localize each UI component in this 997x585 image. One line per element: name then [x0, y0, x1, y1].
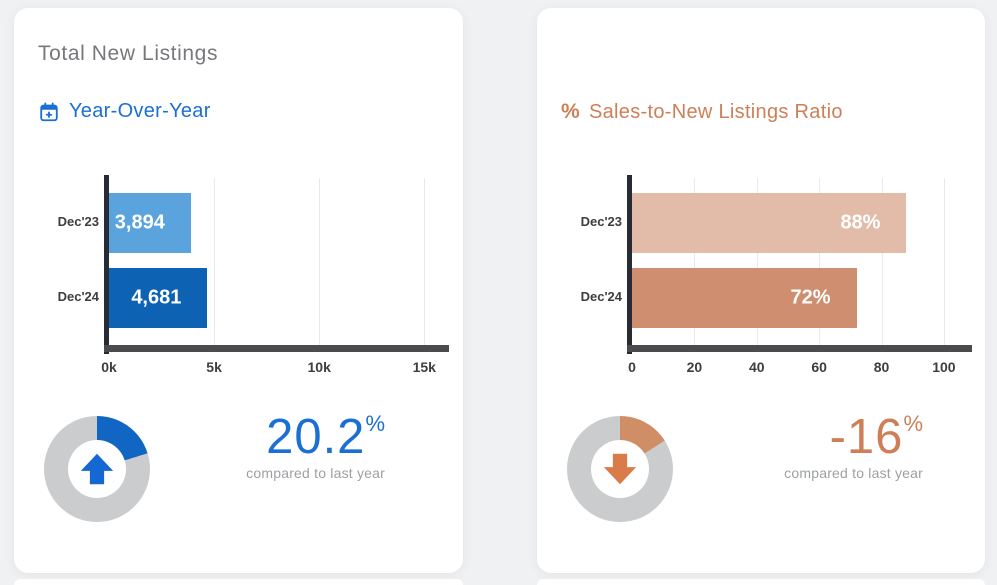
gridline	[881, 178, 883, 345]
gridline	[819, 178, 821, 345]
kpi-block: -16% compared to last year	[784, 410, 923, 482]
card-subtitle-yoy: Year-Over-Year	[38, 100, 211, 123]
card-subtitle-ratio: % Sales-to-New Listings Ratio	[561, 100, 843, 124]
kpi-value: 20.2	[266, 410, 366, 464]
gridline	[319, 178, 321, 345]
calendar-plus-icon	[40, 101, 58, 121]
next-row-card-peek	[14, 579, 463, 585]
gridline	[756, 178, 758, 345]
plot-area: 3,894 4,681	[109, 178, 439, 345]
kpi-unit: %	[903, 411, 923, 436]
x-tick-label: 5k	[206, 359, 222, 375]
bar-value-label: 4,681	[131, 286, 182, 309]
plot-area: 88% 72%	[632, 178, 962, 345]
page-title: Total New Listings	[38, 42, 219, 65]
x-axis-line	[627, 345, 972, 352]
x-tick-label: 10k	[307, 359, 331, 375]
bar-chart-total-new-listings: 3,894 4,681 Dec'23 Dec'24 0k 5k 10k 15k	[58, 175, 449, 378]
up-arrow-icon	[80, 453, 114, 485]
category-label-dec24: Dec'24	[580, 289, 622, 304]
gridline	[214, 178, 216, 345]
bar-row-dec23: 3,894	[109, 193, 439, 253]
kpi-block: 20.2% compared to last year	[246, 410, 385, 482]
x-tick-label: 80	[873, 359, 890, 375]
kpi-unit: %	[365, 411, 385, 436]
bar-dec24[interactable]: 72%	[632, 268, 857, 328]
bar-dec24[interactable]: 4,681	[109, 268, 208, 328]
x-tick-label: 0	[628, 359, 636, 375]
change-gauge	[567, 416, 673, 522]
x-tick-label: 15k	[412, 359, 436, 375]
kpi-caption: compared to last year	[246, 465, 385, 482]
x-tick-label: 20	[686, 359, 703, 375]
bar-row-dec24: 4,681	[109, 268, 439, 328]
card-total-new-listings: Total New Listings Year-Over-Year 3,894	[14, 8, 463, 573]
x-tick-label: 60	[811, 359, 827, 375]
change-gauge	[44, 416, 150, 522]
bar-value-label: 88%	[840, 211, 881, 234]
card-sales-to-new-listings-ratio: % Sales-to-New Listings Ratio 88% 72%	[537, 8, 985, 573]
x-axis-line	[104, 345, 449, 352]
gridline	[694, 178, 696, 345]
bar-row-dec23: 88%	[632, 193, 962, 253]
bar-dec23[interactable]: 88%	[632, 193, 907, 253]
bar-value-label: 3,894	[114, 211, 165, 234]
card-subtitle-label: Year-Over-Year	[69, 100, 211, 122]
kpi-caption: compared to last year	[784, 465, 923, 482]
category-label-dec23: Dec'23	[580, 214, 622, 229]
bar-row-dec24: 72%	[632, 268, 962, 328]
bar-value-label: 72%	[790, 286, 831, 309]
x-tick-label: 100	[932, 359, 956, 375]
next-row-card-peek	[537, 579, 985, 585]
gauge-hole	[68, 440, 126, 498]
category-label-dec24: Dec'24	[57, 289, 99, 304]
kpi-number: -16%	[784, 410, 923, 464]
y-axis-line	[104, 175, 109, 354]
x-tick-label: 40	[748, 359, 765, 375]
y-axis-line	[627, 175, 632, 354]
gauge-hole	[591, 440, 649, 498]
kpi-value: -16	[829, 410, 904, 464]
gridline	[943, 178, 945, 345]
card-subtitle-label: Sales-to-New Listings Ratio	[588, 100, 843, 123]
bar-dec23[interactable]: 3,894	[109, 193, 191, 253]
kpi-number: 20.2%	[246, 410, 385, 464]
percent-icon: %	[561, 100, 580, 123]
category-label-dec23: Dec'23	[57, 214, 99, 229]
bar-chart-sales-ratio: 88% 72% Dec'23 Dec'24 0 20 40 60 80 100	[581, 175, 972, 378]
x-tick-label: 0k	[101, 359, 117, 375]
gridline	[424, 178, 426, 345]
down-arrow-icon	[603, 453, 637, 485]
